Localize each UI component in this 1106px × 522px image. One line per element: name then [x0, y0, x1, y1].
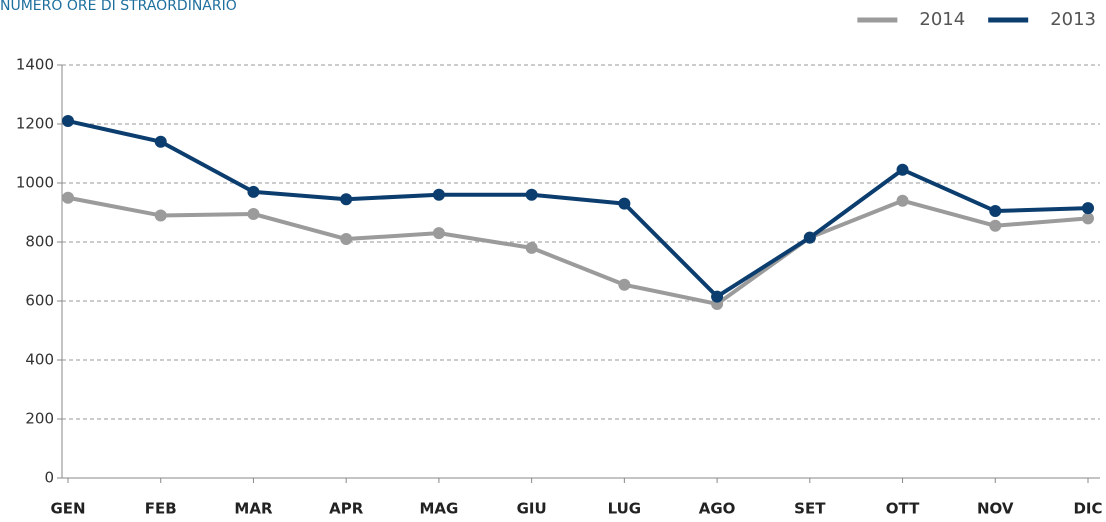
point: [432, 227, 445, 240]
x-tick-label: GIU: [517, 500, 547, 518]
y-tick-label: 600: [25, 292, 54, 310]
point: [432, 188, 445, 201]
y-tick-label: 200: [25, 410, 54, 428]
x-tick-label: SET: [794, 500, 826, 518]
x-tick-label: GEN: [50, 500, 85, 518]
x-tick-label: FEB: [145, 500, 177, 518]
y-tick-label: 1400: [16, 56, 54, 74]
point: [896, 194, 909, 207]
point: [803, 231, 816, 244]
point: [154, 209, 167, 222]
point: [618, 197, 631, 210]
x-tick-label: LUG: [608, 500, 642, 518]
chart-title: NUMERO ORE DI STRAORDINARIO: [0, 0, 237, 14]
line: [67, 195, 1089, 306]
point: [62, 115, 74, 128]
point: [247, 207, 260, 220]
x-tick-label: APR: [329, 500, 364, 518]
point: [896, 163, 909, 176]
point: [989, 219, 1002, 232]
y-tick-label: 0: [44, 469, 54, 487]
y-tick-label: 1200: [16, 115, 54, 133]
point: [1082, 212, 1094, 225]
point: [340, 233, 353, 246]
point: [247, 185, 260, 198]
point: [525, 188, 538, 201]
x-tick-label: MAR: [234, 500, 273, 518]
x-tick-label: AGO: [699, 500, 736, 518]
y-tick-label: 400: [25, 351, 54, 369]
x-tick-label: DIC: [1073, 500, 1102, 518]
point: [1082, 202, 1094, 215]
point: [989, 205, 1002, 218]
legend-label: 2014: [919, 9, 965, 30]
point: [154, 135, 167, 148]
point: [618, 278, 631, 291]
line: [67, 119, 1089, 299]
x-tick-label: OTT: [886, 500, 920, 518]
x-tick-label: MAG: [419, 500, 458, 518]
legend-label: 2013: [1050, 9, 1096, 30]
point: [62, 191, 74, 204]
point: [525, 241, 538, 254]
point: [711, 290, 724, 303]
y-tick-label: 800: [25, 233, 54, 251]
y-tick-label: 1000: [16, 174, 54, 192]
point: [340, 193, 353, 206]
x-tick-label: NOV: [977, 500, 1014, 518]
